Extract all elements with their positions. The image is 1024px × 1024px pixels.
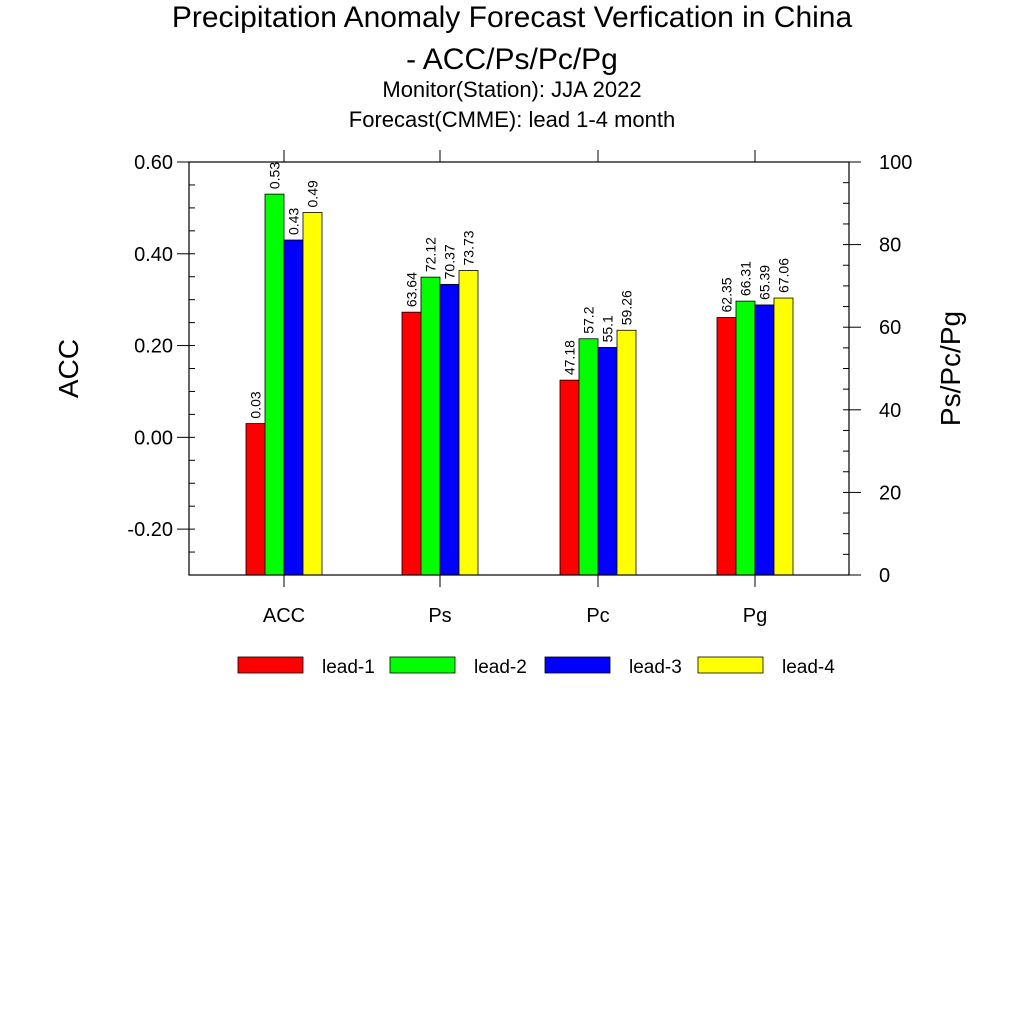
chart-title-line-1: Precipitation Anomaly Forecast Verficati… xyxy=(171,1,853,34)
legend: lead-1 lead-2 lead-3 lead-4 xyxy=(237,656,835,678)
legend-swatch xyxy=(237,656,304,674)
legend-label: lead-2 xyxy=(474,657,527,678)
bar-value-label: 55.1 xyxy=(600,315,616,342)
bar-value-label: 47.18 xyxy=(562,340,578,375)
bar-value-label: 70.37 xyxy=(442,244,458,279)
axes: -0.20 0.00 0.20 0.40 0.60 ACC 0 20 40 60 80 100 Ps/P… xyxy=(53,150,966,627)
bar xyxy=(754,304,775,576)
bar xyxy=(245,423,266,576)
bar-value-label: 0.43 xyxy=(286,208,302,235)
right-axis-tick-label: 40 xyxy=(879,400,901,422)
category-label: ACC xyxy=(263,605,305,627)
bar xyxy=(283,239,304,576)
chart-title-line-2: - ACC/Ps/Pc/Pg xyxy=(406,43,618,76)
bar-value-label: 73.73 xyxy=(461,230,477,265)
bar-value-label: 66.31 xyxy=(738,261,754,296)
left-axis-tick-label: 0.60 xyxy=(134,152,173,174)
right-axis-label: Ps/Pc/Pg xyxy=(935,311,966,426)
right-axis-tick-label: 100 xyxy=(879,152,912,174)
category-label: Pc xyxy=(586,605,609,627)
chart-subtitle-line-2: Forecast(CMME): lead 1-4 month xyxy=(348,107,676,132)
bar-value-label: 57.2 xyxy=(581,306,597,333)
legend-label: lead-1 xyxy=(322,657,375,678)
chart-subtitle-line-1: Monitor(Station): JJA 2022 xyxy=(382,77,642,102)
legend-swatch xyxy=(697,656,764,674)
right-axis-tick-label: 0 xyxy=(879,565,890,587)
bar-value-label: 62.35 xyxy=(719,277,735,312)
right-axis-tick-label: 80 xyxy=(879,235,901,257)
bar xyxy=(420,276,441,576)
bar xyxy=(458,270,479,576)
bar-value-label: 67.06 xyxy=(776,258,792,293)
bar xyxy=(597,347,618,576)
legend-label: lead-4 xyxy=(782,657,835,678)
bar xyxy=(559,379,580,576)
legend-swatch xyxy=(389,656,456,674)
bar-value-label: 72.12 xyxy=(423,237,439,272)
bar xyxy=(439,283,460,576)
bar xyxy=(716,317,737,576)
left-axis-tick-label: 0.20 xyxy=(134,336,173,358)
bar-value-label: 63.64 xyxy=(404,272,420,307)
bar xyxy=(264,193,285,576)
left-axis-tick-label: -0.20 xyxy=(127,519,173,541)
right-axis-tick-label: 60 xyxy=(879,317,901,339)
bar xyxy=(401,311,422,576)
left-axis-tick-label: 0.00 xyxy=(134,427,173,449)
category-label: Ps xyxy=(428,605,451,627)
bar-value-label: 0.03 xyxy=(248,391,264,418)
bar-value-label: 0.49 xyxy=(305,180,321,207)
legend-label: lead-3 xyxy=(629,657,682,678)
category-label: Pg xyxy=(743,605,767,627)
bar xyxy=(735,300,756,576)
bar xyxy=(773,297,794,576)
bar-value-label: 65.39 xyxy=(757,265,773,300)
bar-value-label: 0.53 xyxy=(267,162,283,189)
legend-swatch xyxy=(544,656,611,674)
bar xyxy=(578,338,599,576)
bar xyxy=(302,212,323,576)
bar-value-label: 59.26 xyxy=(619,290,635,325)
left-axis-tick-label: 0.40 xyxy=(134,244,173,266)
right-axis-tick-label: 20 xyxy=(879,482,901,504)
bar xyxy=(616,329,637,576)
left-axis-label: ACC xyxy=(53,339,84,398)
